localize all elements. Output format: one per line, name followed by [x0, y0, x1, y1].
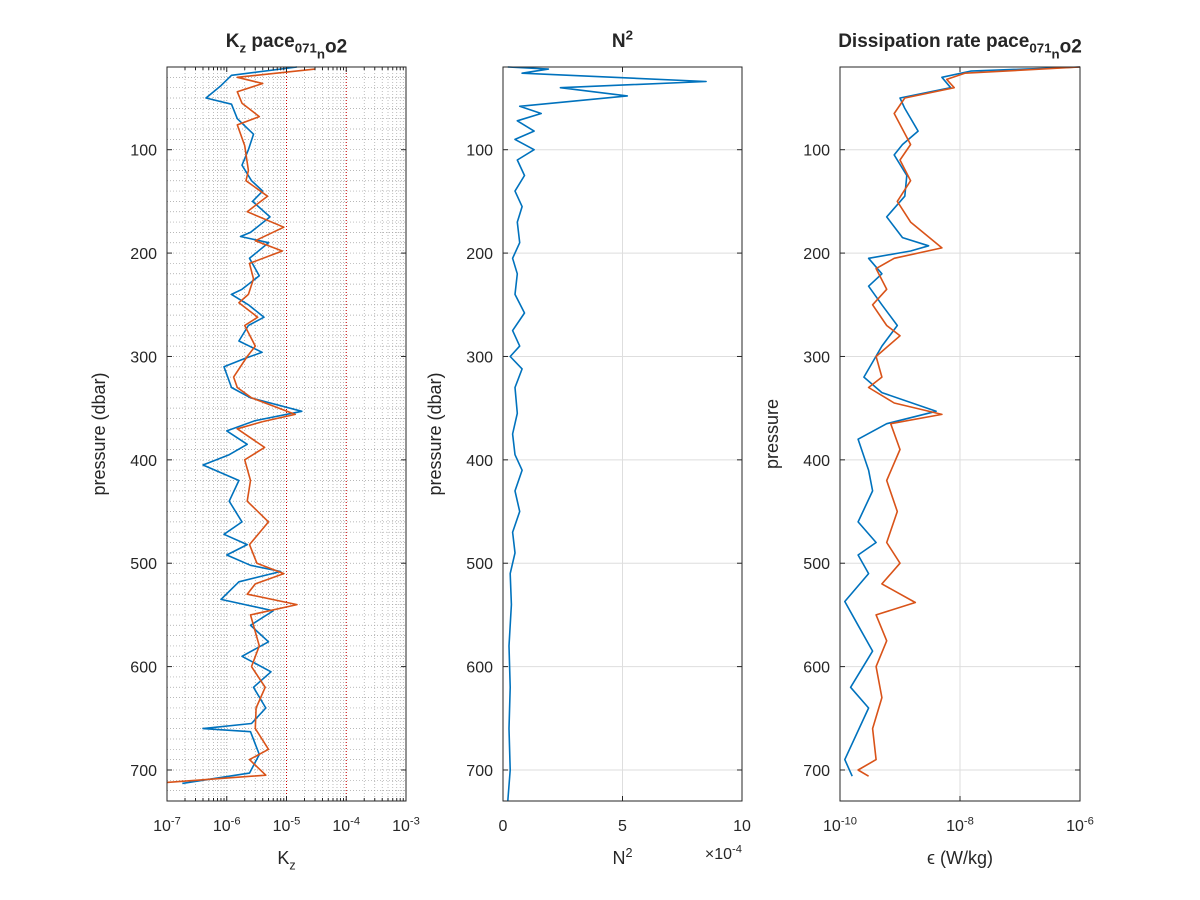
- y-tick-label: 500: [466, 556, 493, 573]
- x-tick-label: 10-10: [823, 816, 857, 835]
- panel-title: Dissipation rate pace071no2: [838, 31, 1082, 61]
- x-tick-label: 10-8: [946, 816, 974, 835]
- x-tick-label: 10-4: [332, 816, 360, 835]
- x-tick-label: 10-6: [213, 816, 241, 835]
- series-line-2: [166, 68, 316, 784]
- y-tick-label: 600: [466, 660, 493, 677]
- y-tick-label: 200: [466, 246, 493, 263]
- y-tick-label: 600: [803, 660, 830, 677]
- x-axis-label: ϵ (W/kg): [927, 848, 993, 868]
- x-tick-label: 10-3: [392, 816, 420, 835]
- y-tick-label: 400: [130, 453, 157, 470]
- y-tick-label: 200: [130, 246, 157, 263]
- panel-2: [502, 66, 743, 802]
- panel-title: Kz pace071no2: [226, 31, 347, 61]
- y-tick-label: 100: [466, 143, 493, 160]
- x-tick-label: 10-6: [1066, 816, 1094, 835]
- series-line-1: [844, 66, 1081, 777]
- y-tick-label: 400: [466, 453, 493, 470]
- x-axis-multiplier: ×10-4: [705, 844, 742, 863]
- y-tick-label: 300: [130, 349, 157, 366]
- y-axis-label: pressure: [762, 399, 782, 469]
- x-tick-label: 10-7: [153, 816, 181, 835]
- y-tick-label: 700: [803, 763, 830, 780]
- series-line-1: [182, 66, 303, 785]
- y-axis-label: pressure (dbar): [89, 372, 109, 495]
- series-line-1: [507, 66, 707, 802]
- y-tick-label: 300: [803, 349, 830, 366]
- y-tick-label: 500: [803, 556, 830, 573]
- y-tick-label: 200: [803, 246, 830, 263]
- x-tick-label: 0: [499, 818, 508, 835]
- x-axis-label: Kz: [277, 848, 295, 872]
- y-tick-label: 300: [466, 349, 493, 366]
- y-tick-label: 400: [803, 453, 830, 470]
- x-axis-label: N2: [612, 846, 632, 868]
- x-tick-label: 10-5: [273, 816, 301, 835]
- y-tick-label: 600: [130, 660, 157, 677]
- panel-title: N2: [612, 27, 633, 52]
- x-tick-label: 5: [618, 818, 627, 835]
- y-tick-label: 700: [130, 763, 157, 780]
- y-tick-label: 700: [466, 763, 493, 780]
- panel-3: [839, 66, 1081, 802]
- x-tick-label: 10: [733, 818, 751, 835]
- series-line-2: [857, 66, 1081, 777]
- y-tick-label: 100: [130, 143, 157, 160]
- y-axis-label: pressure (dbar): [425, 372, 445, 495]
- y-tick-label: 100: [803, 143, 830, 160]
- y-tick-label: 500: [130, 556, 157, 573]
- panel-1: [166, 66, 407, 802]
